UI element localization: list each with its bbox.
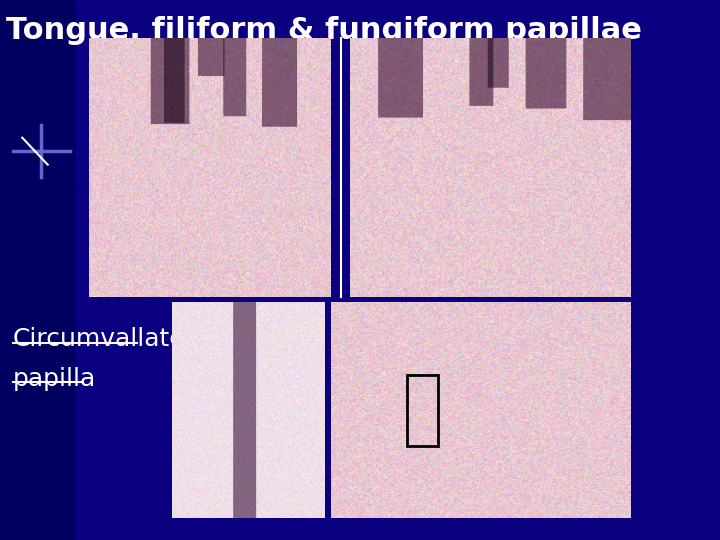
Text: Circumvallate: Circumvallate [13, 327, 185, 350]
Bar [408, 375, 438, 445]
Text: ss: ss [156, 53, 184, 85]
Text: fili: fili [99, 94, 132, 114]
Text: fili: fili [401, 78, 433, 104]
Text: ct: ct [162, 255, 181, 279]
Text: fungi: fungi [557, 56, 609, 98]
Text: Tongue, filiform & fungiform papillae: Tongue, filiform & fungiform papillae [6, 16, 642, 45]
Text: ss: ss [376, 53, 401, 85]
Text: papilla: papilla [13, 367, 96, 391]
Bar [0, 0, 76, 540]
Text: nss: nss [560, 75, 594, 93]
